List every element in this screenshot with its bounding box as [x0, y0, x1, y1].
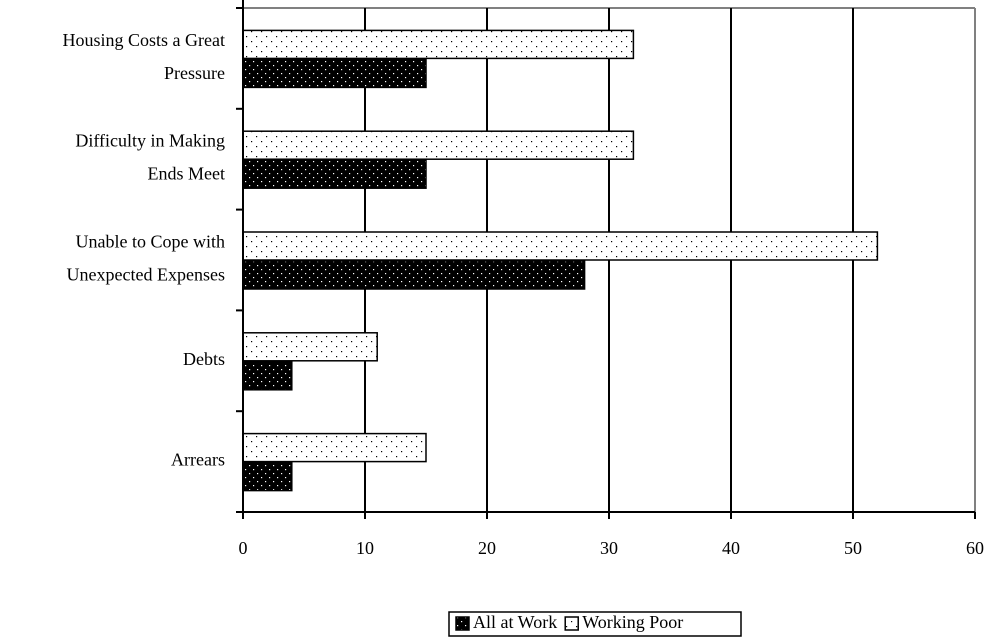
- legend-swatch: [455, 616, 470, 631]
- x-tick-label: 0: [239, 538, 248, 558]
- y-tick-label-line: Arrears: [171, 450, 225, 470]
- y-tick-label: Debts: [183, 349, 225, 369]
- x-tick-label: 40: [722, 538, 740, 558]
- bar: [242, 58, 427, 89]
- y-tick-label-line: Difficulty in Making: [75, 131, 225, 151]
- legend-box: [448, 611, 742, 637]
- bar: [242, 159, 427, 189]
- bar: [242, 130, 635, 160]
- bar: [242, 260, 586, 290]
- x-tick-label: 60: [966, 538, 984, 558]
- y-tick-label-line: Unable to Cope with: [76, 232, 225, 252]
- legend: All at Work Working Poor: [448, 611, 742, 637]
- y-tick-label-line: Debts: [183, 349, 225, 369]
- x-tick-label: 10: [356, 538, 374, 558]
- bar: [242, 231, 879, 261]
- y-tick-label-line: Ends Meet: [148, 164, 225, 184]
- legend-label: Working Poor: [582, 612, 683, 632]
- x-tick-label: 50: [844, 538, 862, 558]
- y-tick-label: Housing Costs a Great Pressure: [63, 30, 225, 83]
- x-tick-label: 30: [600, 538, 618, 558]
- bar: [242, 432, 427, 463]
- y-tick-label: Arrears: [171, 450, 225, 470]
- legend-label: All at Work: [473, 612, 557, 632]
- y-tick-label: Difficulty in Making Ends Meet: [75, 131, 225, 184]
- bar: [242, 361, 293, 391]
- bar: [242, 461, 293, 492]
- legend-swatch: [564, 616, 579, 631]
- bar: [242, 29, 635, 60]
- y-tick-label: Unable to Cope with Unexpected Expenses: [67, 232, 225, 285]
- y-tick-label-line: Unexpected Expenses: [67, 265, 225, 285]
- y-tick-label-line: Housing Costs a Great: [63, 30, 225, 50]
- y-tick-label-line: Pressure: [164, 63, 225, 83]
- x-tick-label: 20: [478, 538, 496, 558]
- bar: [242, 332, 378, 362]
